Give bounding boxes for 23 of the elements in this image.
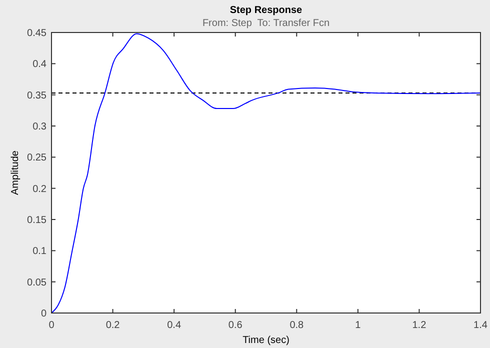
x-tick-label: 0.8 (290, 320, 304, 331)
x-tick-label: 0 (48, 320, 55, 331)
y-tick-label: 0.45 (27, 28, 47, 39)
chart-title: Step Response (230, 5, 303, 16)
y-tick-label: 0.3 (32, 122, 47, 132)
x-tick-label: 0.4 (167, 320, 182, 331)
x-tick-label: 1 (355, 320, 362, 331)
line-series (51, 33, 481, 314)
y-tick-label: 0.25 (27, 152, 47, 164)
x-tick-label: 0.2 (106, 320, 120, 331)
y-tick-label: 0.05 (27, 277, 47, 288)
x-tick-label: 1.2 (412, 320, 427, 331)
x-axis-title: Time (sec) (242, 335, 290, 346)
y-tick-label: 0 (40, 308, 47, 320)
y-tick-label: 0.35 (27, 90, 47, 102)
chart-subtitle: From: Step To: Transfer Fcn (202, 18, 330, 29)
x-tick-label: 0.6 (228, 320, 243, 331)
y-axis-title: Amplitude (10, 150, 21, 195)
y-tick-label: 0.2 (32, 184, 47, 195)
x-tick-label: 1.4 (474, 320, 488, 331)
y-tick-label: 0.1 (32, 246, 47, 258)
y-tick-label: 0.15 (27, 215, 47, 226)
y-tick-label: 0.4 (32, 59, 47, 70)
